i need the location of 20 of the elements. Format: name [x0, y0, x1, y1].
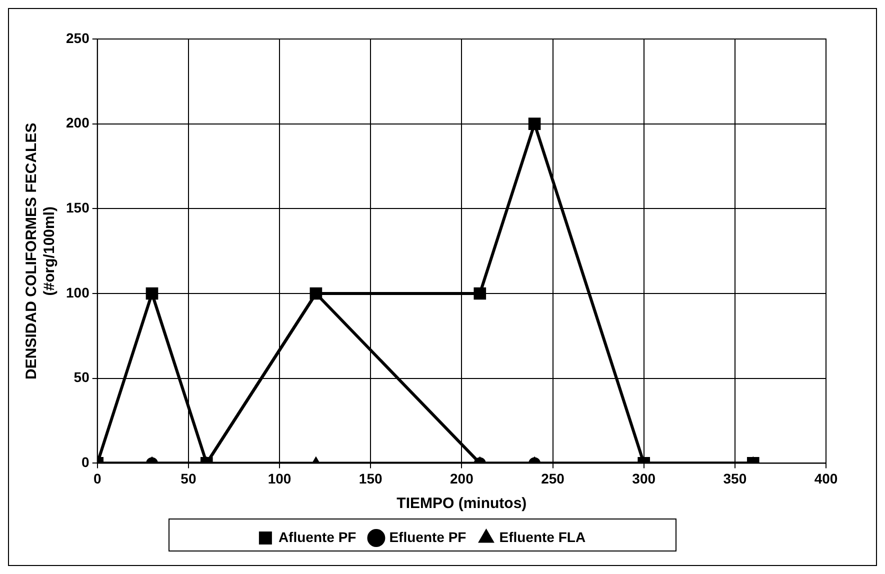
x-tick-label: 50 — [180, 470, 196, 486]
x-tick-label: 300 — [632, 470, 656, 486]
y-tick-label: 200 — [66, 114, 90, 131]
y-tick-label: 150 — [66, 200, 90, 216]
x-tick-label: 100 — [268, 470, 292, 486]
x-tick-label: 0 — [93, 470, 102, 486]
y-axis-title: DENSIDAD COLIFORMES FECALES (#org/100ml) — [23, 122, 58, 380]
x-tick-label: 250 — [541, 470, 565, 486]
legend-label: Efluente FLA — [499, 528, 586, 545]
y-tick-label: 0 — [82, 454, 90, 470]
x-tick-label: 150 — [358, 470, 382, 486]
x-tick-label: 400 — [814, 470, 838, 486]
x-axis-title: TIEMPO (minutos) — [396, 495, 527, 512]
x-tick-label: 200 — [450, 470, 474, 486]
y-tick-label: 250 — [66, 30, 90, 46]
legend-label: Efluente PF — [389, 528, 467, 545]
x-tick-label: 350 — [723, 470, 747, 486]
y-tick-label: 50 — [74, 369, 90, 386]
legend-label: Afluente PF — [278, 528, 357, 545]
y-tick-label: 100 — [66, 284, 90, 300]
